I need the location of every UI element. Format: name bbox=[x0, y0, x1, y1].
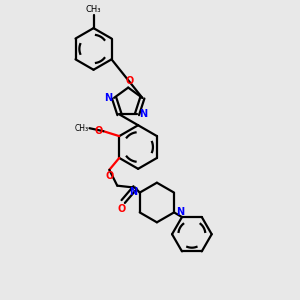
Text: N: N bbox=[139, 110, 147, 119]
Text: N: N bbox=[104, 93, 112, 103]
Text: O: O bbox=[117, 203, 125, 214]
Text: O: O bbox=[94, 126, 102, 136]
Text: O: O bbox=[105, 171, 113, 181]
Text: CH₃: CH₃ bbox=[74, 124, 88, 133]
Text: N: N bbox=[130, 187, 138, 196]
Text: N: N bbox=[176, 207, 184, 218]
Text: CH₃: CH₃ bbox=[86, 5, 101, 14]
Text: O: O bbox=[125, 76, 133, 85]
